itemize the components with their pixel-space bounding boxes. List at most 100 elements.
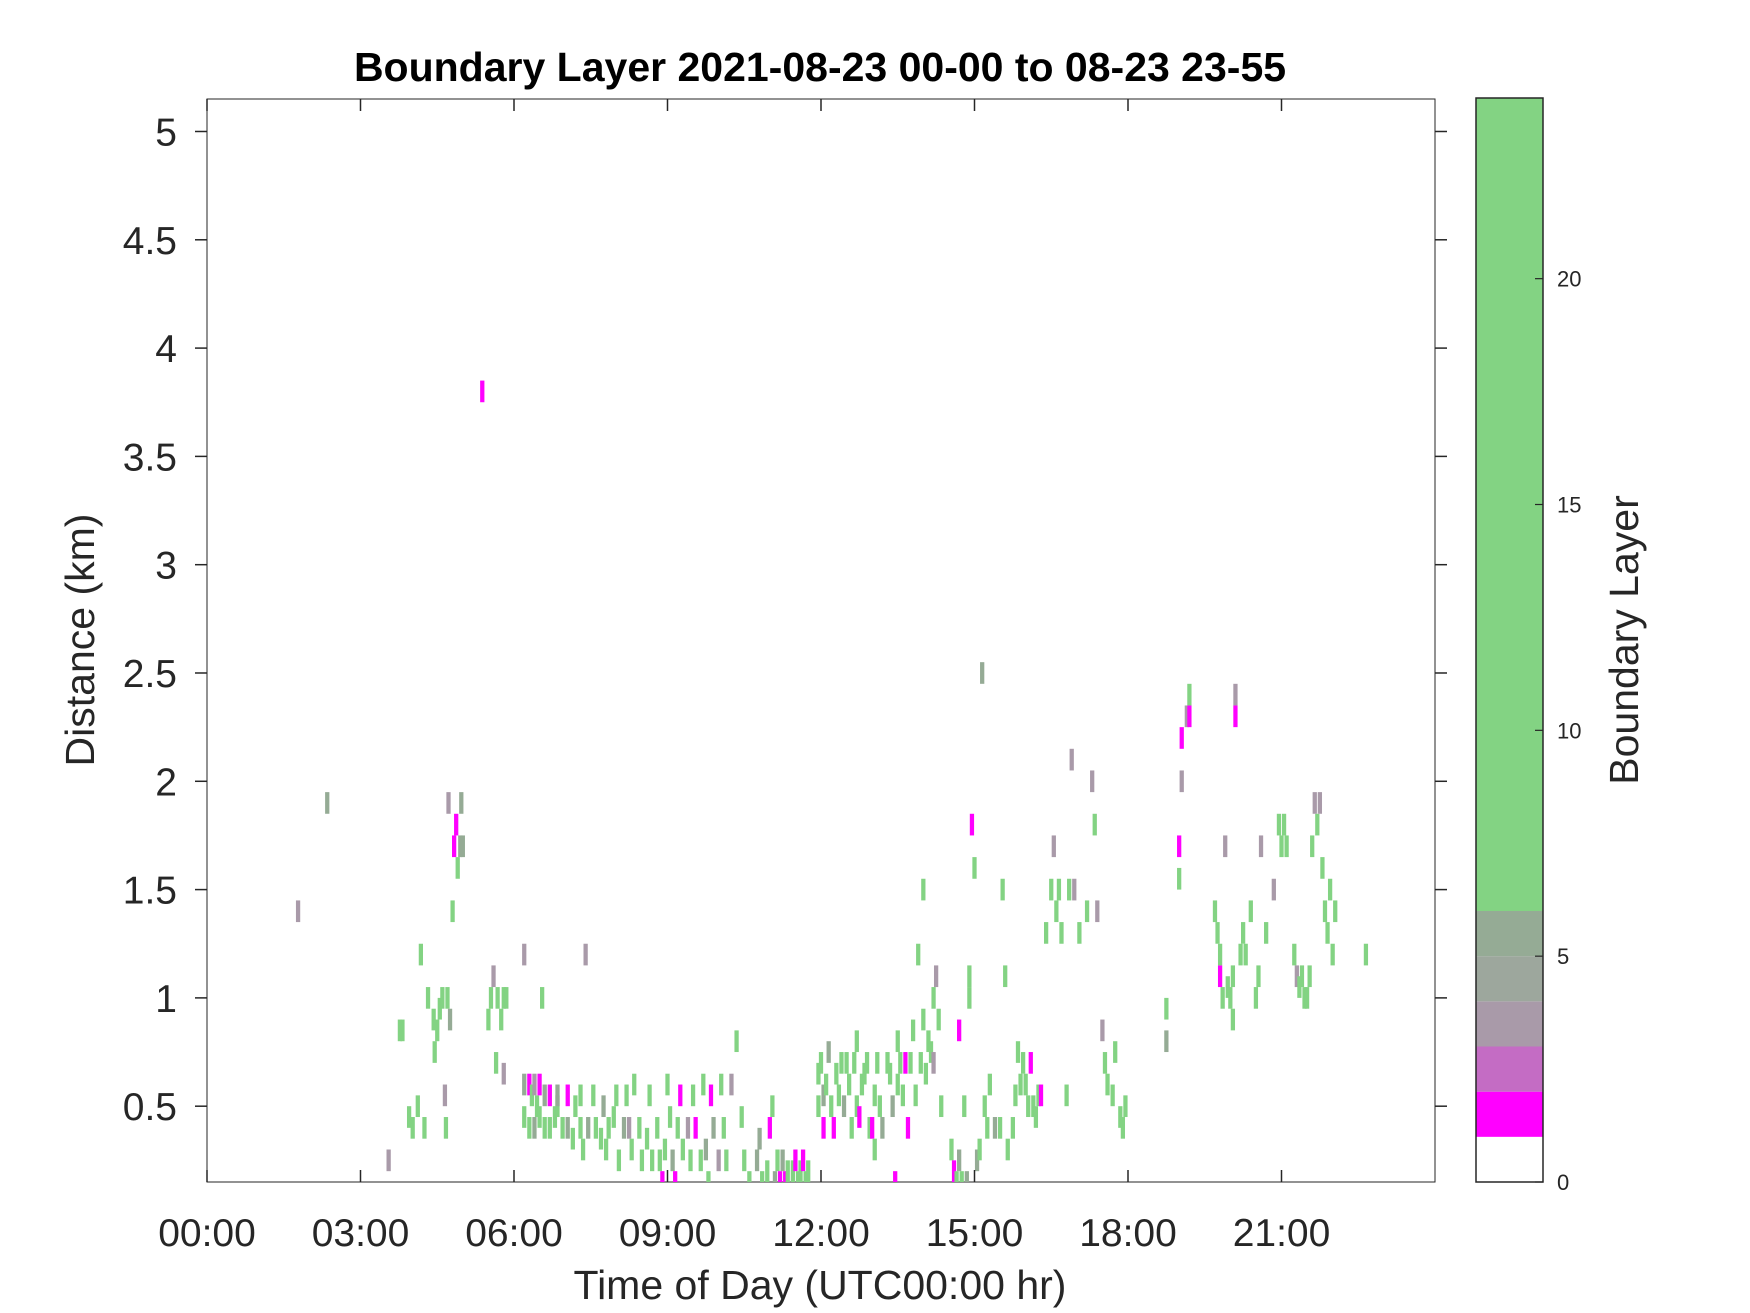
heatmap-cell xyxy=(542,1117,547,1139)
heatmap-cell xyxy=(670,1149,675,1172)
heatmap-cell xyxy=(527,1073,532,1096)
heatmap-cell xyxy=(795,1171,801,1182)
heatmap-cell xyxy=(555,1084,560,1107)
heatmap-cell xyxy=(1059,922,1064,944)
heatmap-cell xyxy=(1315,813,1320,836)
heatmap-cell xyxy=(951,1160,957,1182)
heatmap-cell xyxy=(410,1117,415,1139)
heatmap-cell xyxy=(857,1106,862,1128)
heatmap-cell xyxy=(1056,878,1062,901)
heatmap-cell xyxy=(910,1019,916,1042)
heatmap-cell xyxy=(1067,878,1072,901)
heatmap-cell xyxy=(616,1149,622,1172)
heatmap-cell xyxy=(867,1117,872,1139)
heatmap-cell xyxy=(1095,900,1100,923)
heatmap-cell xyxy=(501,1062,506,1085)
heatmap-cell xyxy=(450,900,455,923)
heatmap-cell xyxy=(1064,1084,1069,1107)
heatmap-cell xyxy=(775,1149,780,1172)
heatmap-cell xyxy=(586,1117,591,1139)
heatmap-cell xyxy=(849,1117,854,1139)
heatmap-cell xyxy=(698,1149,703,1172)
heatmap-cell xyxy=(1187,705,1192,728)
x-tick-label: 12:00 xyxy=(772,1212,870,1255)
heatmap-cell xyxy=(501,987,506,1009)
heatmap-cell xyxy=(488,987,494,1009)
heatmap-cell xyxy=(1118,1106,1123,1128)
heatmap-cell xyxy=(957,1019,962,1042)
heatmap-cell xyxy=(446,792,451,814)
heatmap-cell xyxy=(655,1117,660,1139)
heatmap-cell xyxy=(1243,943,1248,966)
heatmap-cell xyxy=(565,1117,570,1139)
heatmap-cell xyxy=(504,987,509,1009)
heatmap-cell xyxy=(1264,922,1269,944)
heatmap-cell xyxy=(1051,835,1056,858)
heatmap-cell xyxy=(1240,922,1246,944)
heatmap-cell xyxy=(923,1062,929,1085)
heatmap-cell xyxy=(1044,922,1049,944)
heatmap-cell xyxy=(1330,943,1335,966)
heatmap-cell xyxy=(992,1117,998,1139)
heatmap-cell xyxy=(974,1149,980,1172)
heatmap-cell xyxy=(660,1171,665,1182)
heatmap-cell xyxy=(954,1171,959,1182)
heatmap-cell xyxy=(887,1062,893,1085)
colorbar-band xyxy=(1476,911,1543,957)
heatmap-cell xyxy=(1271,878,1276,901)
heatmap-cell xyxy=(1320,857,1325,879)
heatmap-cell xyxy=(818,1052,824,1074)
heatmap-cell xyxy=(1105,1073,1110,1096)
heatmap-cell xyxy=(583,943,588,966)
heatmap-cell xyxy=(847,1073,852,1096)
heatmap-cell xyxy=(454,813,459,836)
heatmap-cell xyxy=(400,1019,405,1042)
heatmap-cell xyxy=(673,1171,678,1182)
heatmap-cell xyxy=(754,1149,760,1172)
heatmap-cell xyxy=(972,857,977,879)
heatmap-cell xyxy=(997,1117,1003,1139)
heatmap-cell xyxy=(606,1117,611,1139)
heatmap-cell xyxy=(1031,1095,1036,1118)
heatmap-cell xyxy=(1177,835,1182,858)
heatmap-cell xyxy=(885,1052,890,1074)
heatmap-cell xyxy=(1100,1019,1105,1042)
heatmap-cell xyxy=(854,1030,859,1053)
heatmap-cell xyxy=(903,1052,908,1074)
heatmap-cell xyxy=(432,1041,437,1063)
heatmap-cell xyxy=(931,1052,936,1074)
heatmap-cell xyxy=(431,1008,436,1031)
heatmap-cell xyxy=(460,835,465,858)
colorbar-bands xyxy=(1476,98,1543,1182)
heatmap-cell xyxy=(1248,900,1253,923)
heatmap-cell xyxy=(785,1160,790,1182)
heatmap-cell xyxy=(522,943,527,966)
heatmap-cell xyxy=(1233,683,1238,706)
heatmap-cell xyxy=(711,1117,716,1139)
heatmap-cell xyxy=(1304,987,1310,1009)
heatmap-cell xyxy=(936,1008,941,1031)
y-tick-label: 5 xyxy=(155,111,177,154)
heatmap-cell xyxy=(1294,965,1299,988)
heatmap-cell xyxy=(680,1138,685,1161)
heatmap-cell xyxy=(1026,1095,1031,1118)
heatmap-cell xyxy=(418,943,424,966)
colorbar: 0 5 10 15 20 xyxy=(1475,97,1581,1195)
heatmap-cell xyxy=(1302,987,1307,1009)
heatmap-cell xyxy=(724,1149,729,1172)
heatmap-cell xyxy=(552,1106,558,1128)
heatmap-cell xyxy=(1013,1084,1018,1107)
heatmap-cell xyxy=(611,1106,616,1128)
x-tick-label: 03:00 xyxy=(312,1212,410,1255)
heatmap-cell xyxy=(806,1160,811,1182)
heatmap-cell xyxy=(1020,1052,1026,1074)
heatmap-cell xyxy=(826,1041,831,1063)
heatmap-cell xyxy=(931,987,936,1009)
colorbar-frame xyxy=(1475,97,1544,1183)
heatmap-cell xyxy=(537,1073,542,1096)
colorbar-band xyxy=(1476,1001,1543,1047)
heatmap-cell xyxy=(458,835,463,858)
colorbar-ticks: 0 5 10 15 20 xyxy=(1535,267,1581,1195)
heatmap-cell xyxy=(1005,1138,1010,1161)
heatmap-cell xyxy=(452,835,457,858)
